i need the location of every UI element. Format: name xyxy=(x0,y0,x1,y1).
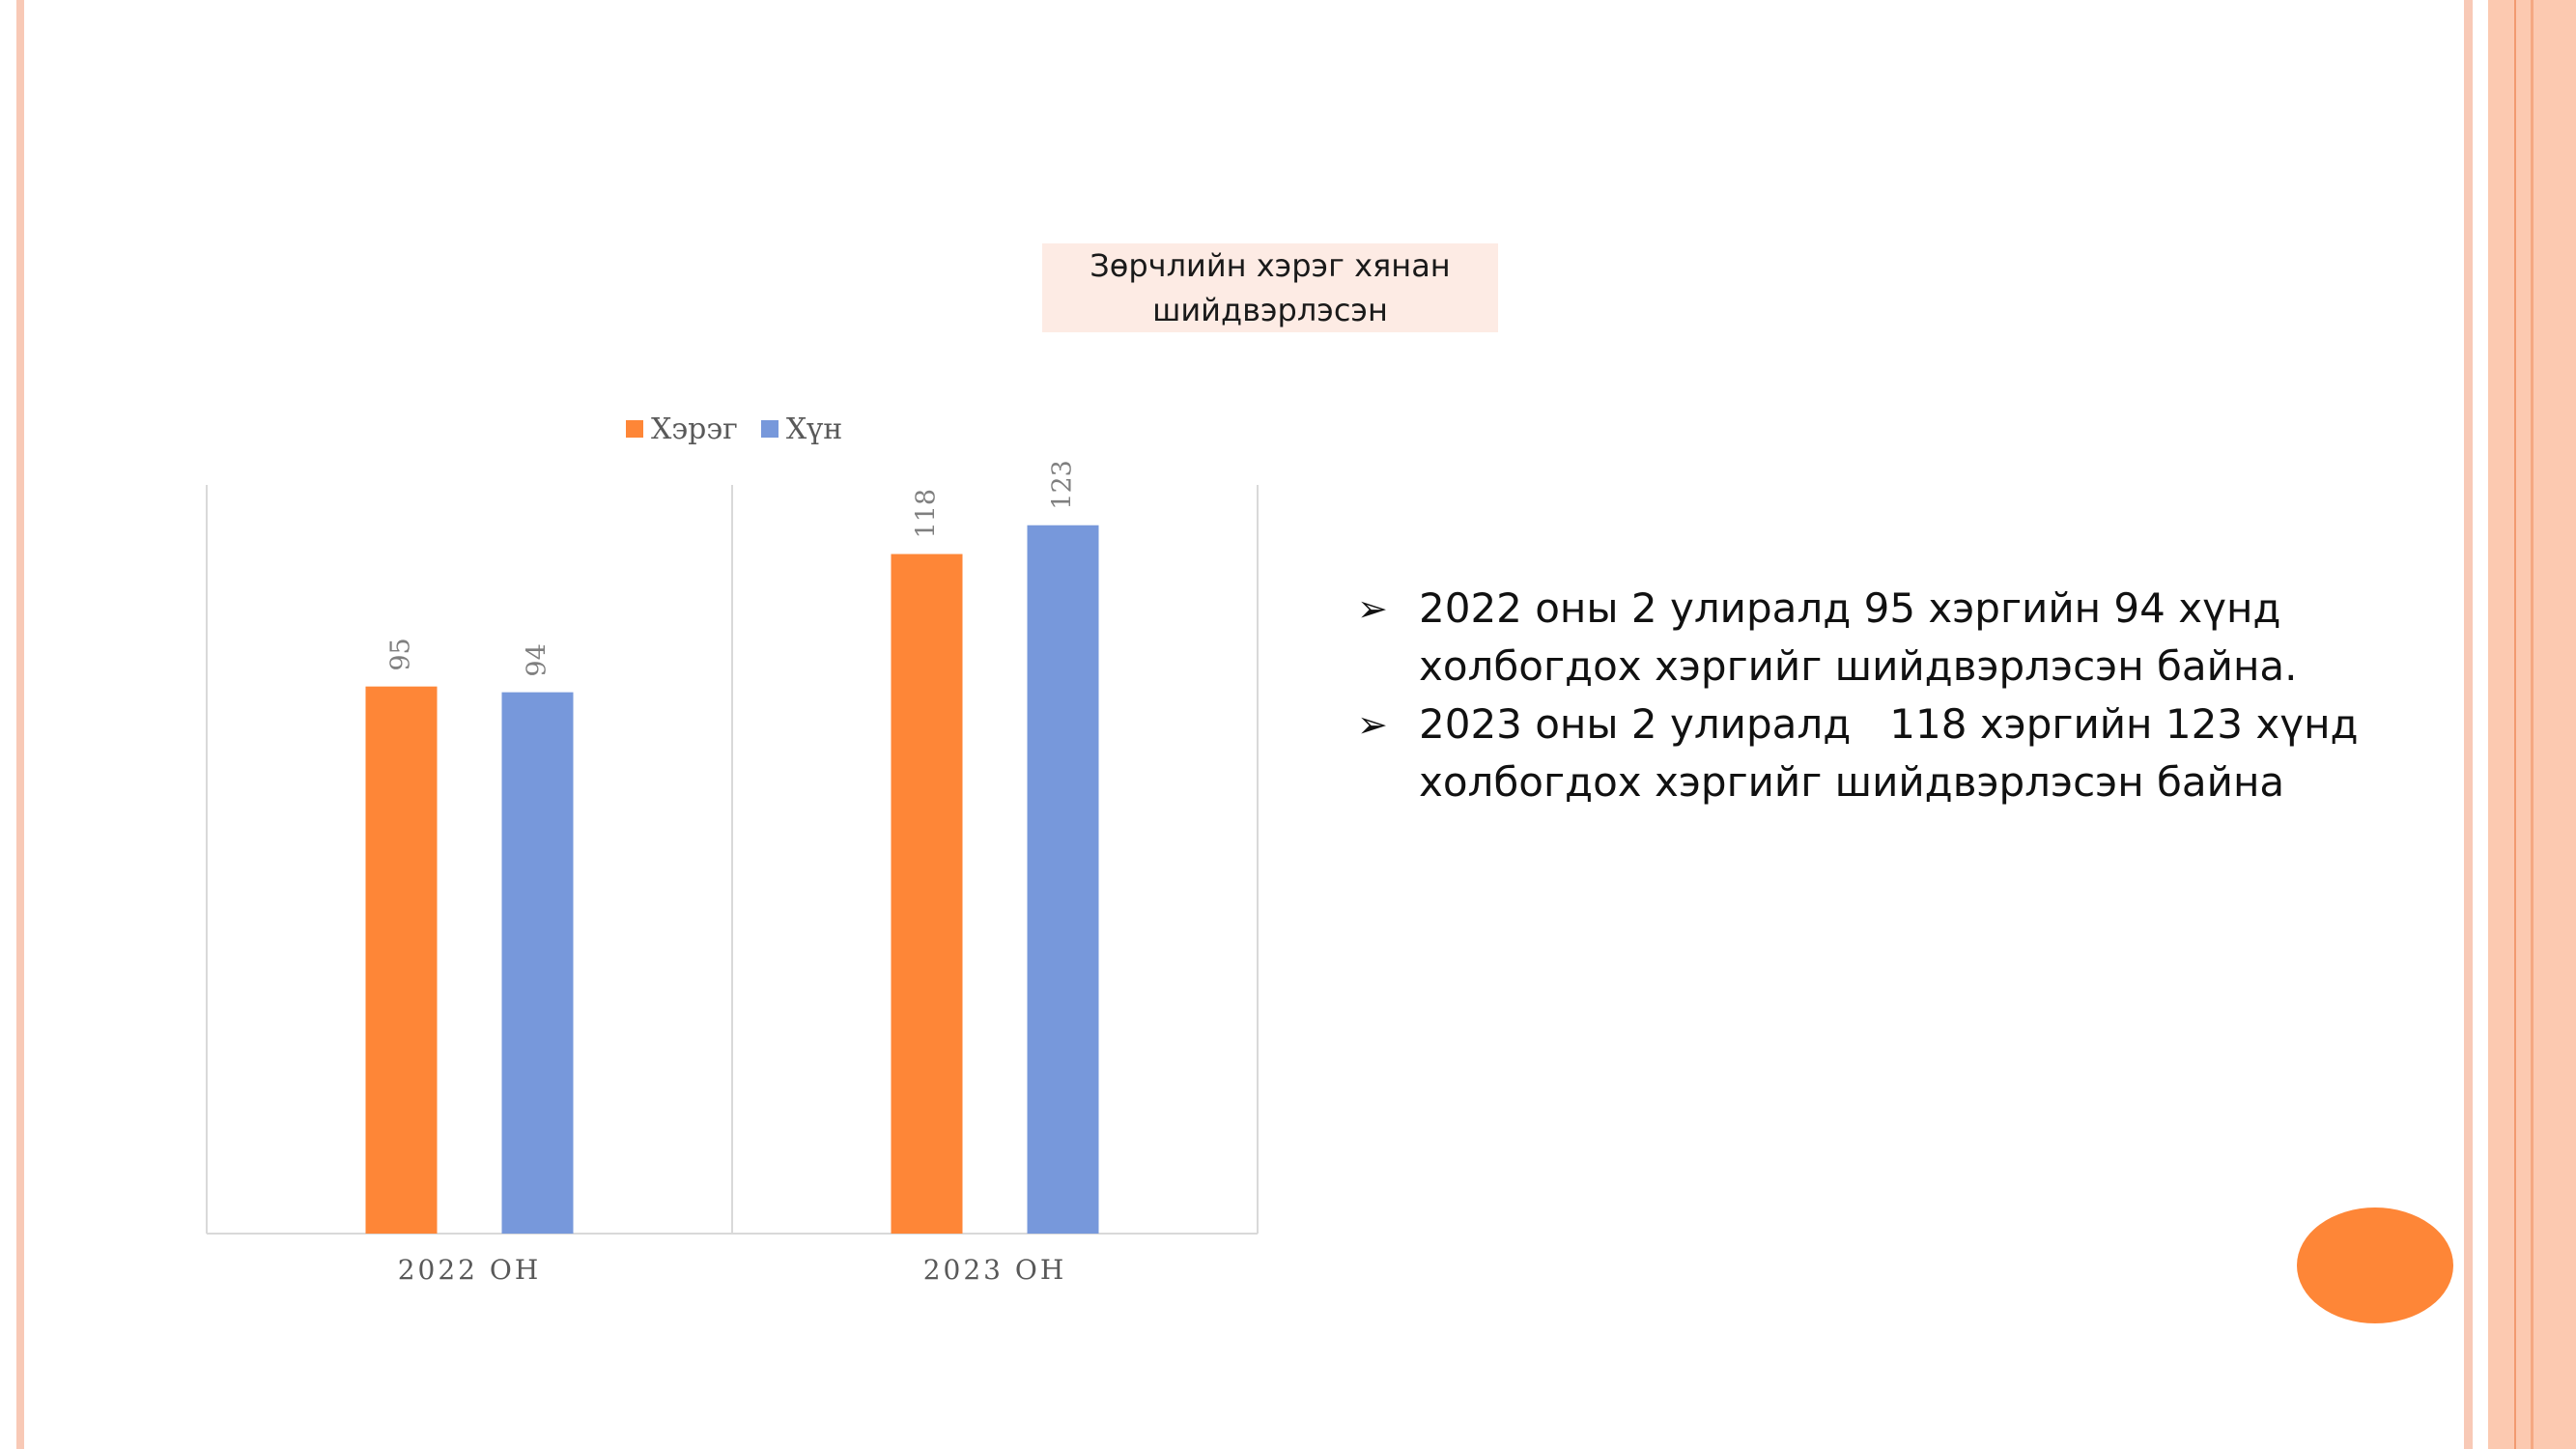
data-label: 123 xyxy=(1048,460,1078,510)
bullet-item: ➢ 2023 оны 2 улиралд 118 хэргийн 123 хүн… xyxy=(1357,696,2420,811)
bar-chart: 95 94 2022 ОН 118 123 2023 ОН xyxy=(206,460,1259,1286)
bullet-list: ➢ 2022 оны 2 улиралд 95 хэргийн 94 хүнд … xyxy=(1357,580,2420,811)
legend-label: Хэрэг xyxy=(651,412,738,446)
bullet-text: 2023 оны 2 улиралд 118 хэргийн 123 хүнд … xyxy=(1419,700,2371,806)
legend-swatch xyxy=(626,420,643,438)
bar-Хэрэг-2022 ОН xyxy=(365,686,438,1234)
decorative-oval xyxy=(2297,1208,2453,1323)
data-label: 118 xyxy=(912,489,942,539)
chart-title: Зөрчлийн хэрэг хянан шийдвэрлэсэн xyxy=(1042,243,1498,332)
legend-item-series-0: Хэрэг xyxy=(626,412,738,446)
arrow-bullet-icon: ➢ xyxy=(1357,703,1388,746)
bar-Хэрэг-2023 ОН xyxy=(891,554,963,1234)
data-label: 95 xyxy=(386,638,416,670)
legend-item-series-1: Хүн xyxy=(760,412,843,446)
arrow-bullet-icon: ➢ xyxy=(1357,587,1388,630)
bullet-text: 2022 оны 2 улиралд 95 хэргийн 94 хүнд хо… xyxy=(1419,584,2298,690)
chart-legend: Хэрэг Хүн xyxy=(626,410,865,448)
right-border-line-accent xyxy=(2531,0,2534,1449)
right-border-line-dark xyxy=(2514,0,2516,1449)
bar-Хүн-2023 ОН xyxy=(1027,525,1099,1234)
bar-Хүн-2022 ОН xyxy=(501,692,574,1234)
right-border-line xyxy=(2464,0,2473,1449)
legend-swatch xyxy=(760,420,778,438)
x-tick-label: 2023 ОН xyxy=(923,1254,1067,1286)
legend-label: Хүн xyxy=(785,412,843,446)
left-border-line xyxy=(16,0,24,1449)
x-tick-label: 2022 ОН xyxy=(398,1254,542,1286)
data-label: 94 xyxy=(523,643,552,676)
bullet-item: ➢ 2022 оны 2 улиралд 95 хэргийн 94 хүнд … xyxy=(1357,580,2420,696)
